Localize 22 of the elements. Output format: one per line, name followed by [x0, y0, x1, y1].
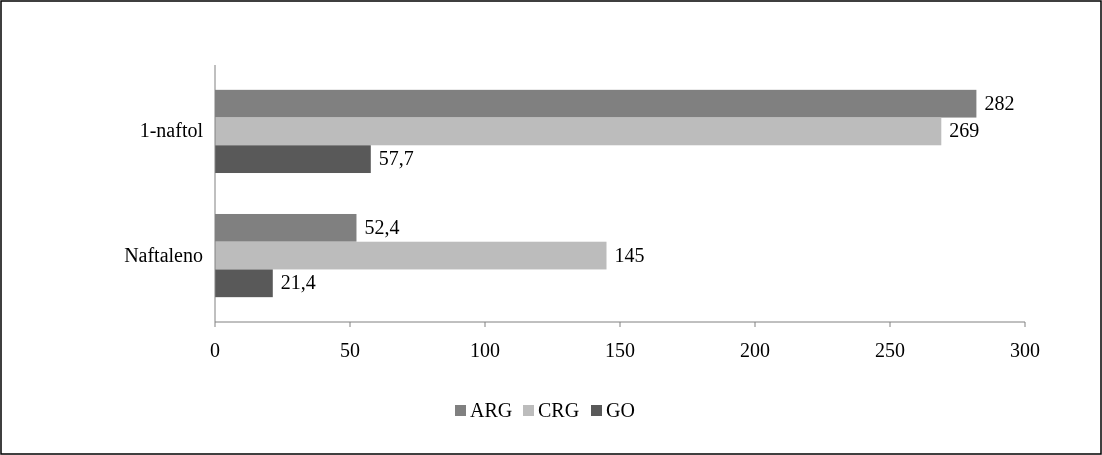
x-tick-label: 0 [210, 339, 220, 361]
data-label: 269 [949, 119, 980, 142]
legend-label: CRG [538, 399, 580, 421]
x-tick-label: 300 [1010, 339, 1040, 361]
bar [215, 241, 607, 270]
x-tick-label: 50 [340, 339, 360, 361]
data-label: 57,7 [378, 147, 414, 170]
x-tick-label: 250 [875, 339, 905, 361]
data-label: 21,4 [280, 271, 316, 294]
y-tick-label: Naftaleno [124, 243, 203, 266]
x-tick-label: 100 [470, 339, 500, 361]
x-tick-label: 150 [605, 339, 635, 361]
legend-label: GO [606, 399, 635, 421]
x-tick-label: 200 [740, 339, 770, 361]
legend-label: ARG [470, 399, 513, 421]
bar [215, 117, 942, 146]
data-label: 52,4 [364, 215, 400, 238]
data-label: 282 [984, 91, 1015, 114]
y-tick-label: 1-naftol [139, 119, 204, 142]
bar [215, 269, 273, 298]
bar [215, 145, 371, 174]
data-label: 145 [614, 243, 645, 266]
